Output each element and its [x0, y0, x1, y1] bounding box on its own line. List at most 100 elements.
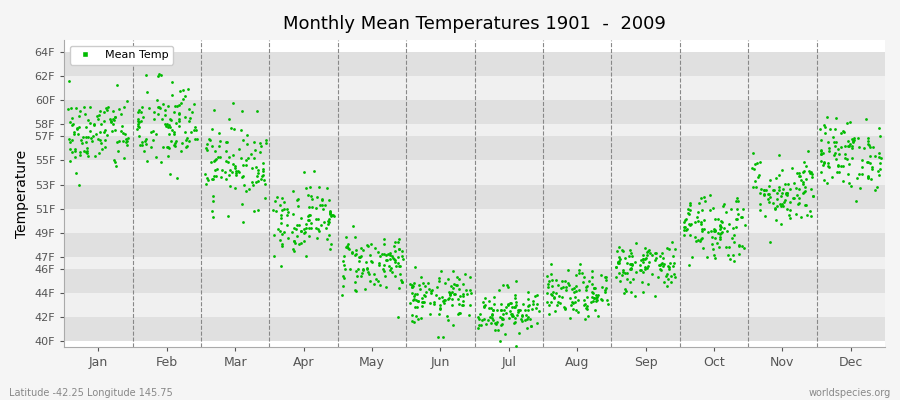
Point: [507, 320, 521, 326]
Point: [104, 119, 118, 125]
Point: [355, 270, 369, 276]
Point: [62, 146, 77, 153]
Point: [374, 250, 389, 257]
Point: [579, 283, 593, 290]
Point: [626, 276, 641, 282]
Point: [404, 284, 419, 290]
Point: [280, 222, 294, 228]
Point: [771, 152, 786, 158]
Point: [139, 136, 153, 143]
Point: [440, 316, 454, 323]
Point: [248, 155, 262, 161]
Point: [364, 258, 379, 264]
Point: [391, 239, 405, 245]
Point: [636, 256, 651, 262]
Point: [509, 312, 524, 318]
Point: [508, 319, 523, 325]
Point: [134, 108, 148, 115]
Point: [559, 284, 573, 290]
Point: [116, 104, 130, 110]
Point: [140, 89, 154, 95]
Point: [561, 267, 575, 274]
Point: [745, 184, 760, 190]
Point: [425, 287, 439, 294]
Point: [727, 258, 742, 264]
Point: [79, 145, 94, 152]
Point: [189, 127, 203, 134]
Point: [274, 219, 288, 226]
Point: [609, 274, 624, 280]
Point: [226, 161, 240, 167]
Point: [796, 168, 811, 174]
Point: [711, 216, 725, 222]
Point: [314, 222, 328, 228]
Point: [617, 286, 632, 292]
Point: [486, 307, 500, 313]
Point: [580, 303, 594, 309]
Point: [492, 338, 507, 344]
Point: [312, 202, 327, 208]
Point: [635, 258, 650, 265]
Point: [421, 286, 436, 292]
Point: [695, 226, 709, 232]
Point: [379, 284, 393, 290]
Point: [662, 246, 676, 252]
Point: [508, 278, 523, 284]
Point: [410, 298, 425, 305]
Point: [844, 143, 859, 149]
Point: [404, 318, 419, 324]
Point: [845, 139, 859, 146]
Point: [414, 315, 428, 322]
Point: [250, 167, 265, 174]
Point: [577, 274, 591, 280]
Point: [113, 110, 128, 117]
Point: [199, 145, 213, 151]
Point: [814, 148, 828, 154]
Point: [586, 298, 600, 304]
Point: [311, 183, 326, 190]
Point: [652, 274, 666, 280]
Point: [778, 181, 792, 188]
Point: [635, 256, 650, 263]
Point: [587, 294, 601, 301]
Point: [352, 258, 366, 264]
Point: [691, 218, 706, 225]
Point: [652, 261, 667, 268]
Point: [845, 145, 859, 151]
Point: [841, 171, 855, 177]
Point: [649, 255, 663, 262]
Point: [851, 135, 866, 142]
Point: [310, 194, 325, 200]
Point: [410, 304, 424, 310]
Point: [309, 225, 323, 231]
Point: [287, 238, 302, 244]
Point: [100, 106, 114, 113]
Point: [640, 248, 654, 255]
Point: [799, 211, 814, 218]
Point: [291, 196, 305, 202]
Point: [363, 278, 377, 284]
Point: [163, 170, 177, 177]
Point: [104, 128, 119, 134]
Point: [225, 169, 239, 176]
Point: [130, 121, 145, 128]
Point: [202, 136, 216, 142]
Point: [72, 182, 86, 188]
Point: [680, 209, 695, 216]
Point: [382, 252, 397, 258]
Point: [617, 254, 632, 261]
Point: [67, 131, 81, 137]
Point: [364, 241, 378, 247]
Point: [842, 143, 856, 149]
Point: [322, 246, 337, 252]
Point: [747, 166, 761, 172]
Point: [634, 256, 649, 263]
Point: [179, 137, 194, 144]
Point: [594, 297, 608, 304]
Point: [793, 173, 807, 180]
Point: [873, 159, 887, 166]
Point: [838, 155, 852, 161]
Point: [63, 139, 77, 146]
Point: [748, 178, 762, 184]
Point: [624, 289, 638, 296]
